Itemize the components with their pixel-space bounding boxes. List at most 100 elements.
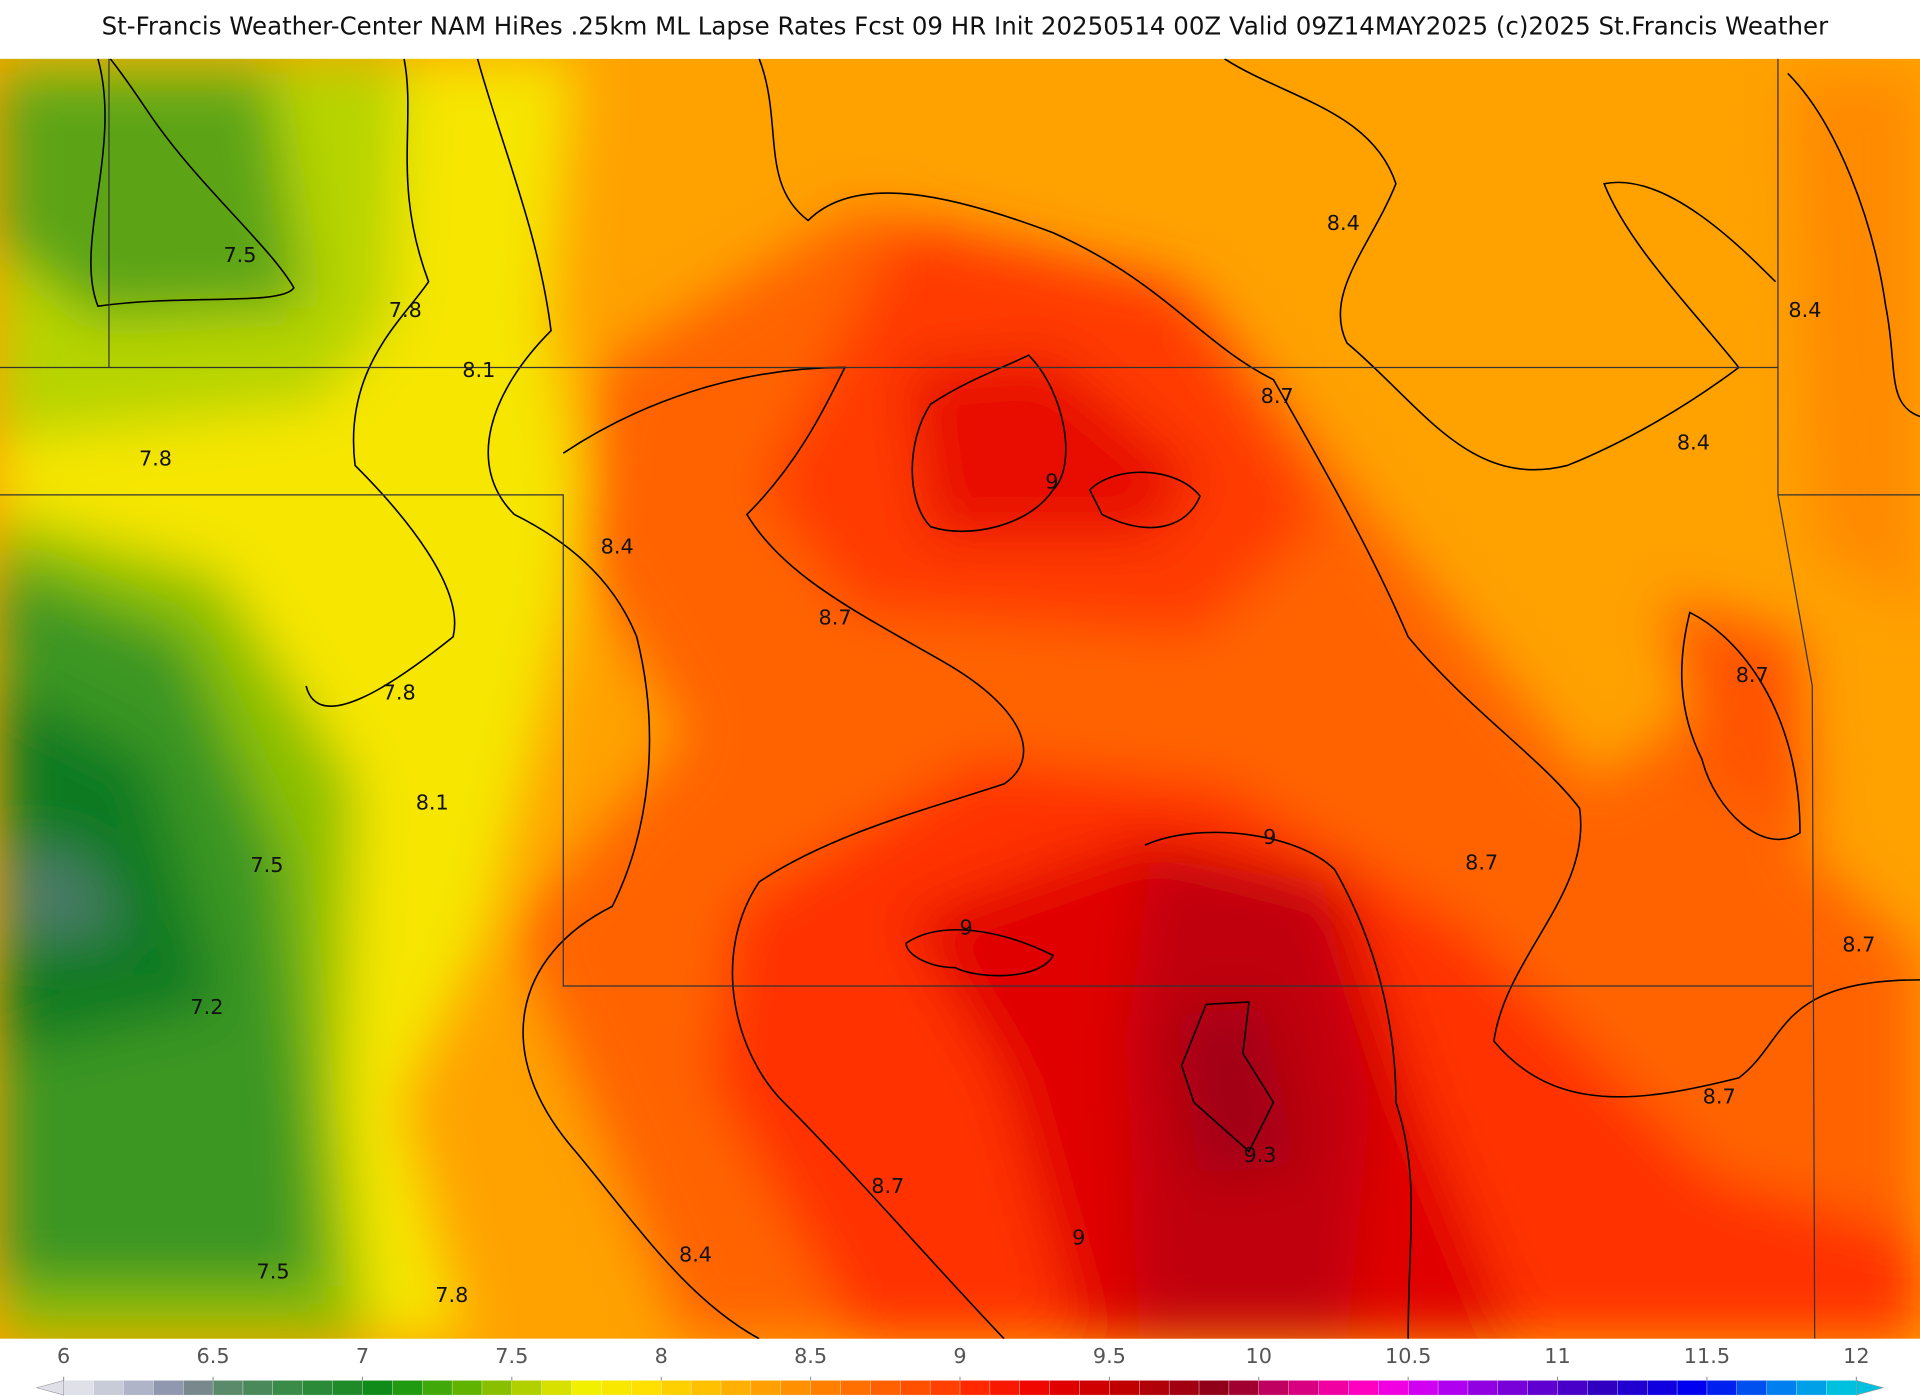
contour-label: 8.7 [819, 606, 852, 630]
colorbar-swatch [422, 1380, 453, 1396]
colorbar-swatch [601, 1380, 633, 1396]
colorbar-swatch [1288, 1380, 1320, 1396]
contour-label: 7.8 [435, 1283, 468, 1307]
colorbar-swatch [242, 1380, 274, 1396]
contour-label: 8.7 [1703, 1084, 1736, 1108]
contour-label: 8.7 [1465, 851, 1498, 875]
colorbar-arrow-right [1856, 1380, 1885, 1396]
colorbar-swatch [900, 1380, 931, 1396]
state-borders [0, 58, 1920, 1339]
colorbar-swatch [750, 1380, 782, 1396]
colorbar-swatch [1168, 1380, 1200, 1396]
colorbar-swatch [1109, 1380, 1141, 1396]
colorbar-tick-label: 7.5 [495, 1344, 528, 1368]
colorbar-swatch [1527, 1380, 1559, 1396]
colorbar-swatch [690, 1380, 722, 1396]
colorbar-tick-label: 11.5 [1684, 1344, 1730, 1368]
colorbar-tick-label: 9 [953, 1344, 966, 1368]
colorbar-swatch [1318, 1380, 1350, 1396]
colorbar-swatch [1407, 1380, 1439, 1396]
contour-label: 7.5 [223, 243, 256, 267]
contour-label: 7.8 [389, 298, 422, 322]
colorbar-swatch [1019, 1380, 1051, 1396]
colorbar-swatch [451, 1380, 483, 1396]
contour-label: 8.7 [1261, 384, 1294, 408]
contour-label: 9 [1263, 825, 1276, 849]
colorbar-swatch [362, 1380, 394, 1396]
contour-label: 9 [960, 915, 973, 939]
colorbar-swatch [661, 1380, 692, 1396]
contour-label: 7.5 [257, 1260, 290, 1284]
contour-label: 9.3 [1243, 1143, 1276, 1167]
colorbar-swatch [810, 1380, 842, 1396]
colorbar-swatch [1437, 1380, 1469, 1396]
colorbar-swatch [1139, 1380, 1170, 1396]
map-area: 7.5 7.8 8.1 7.8 8.4 8.7 9 8.7 8.4 8.4 8.4 7.8 8.1 7.5… [0, 58, 1920, 1339]
colorbar-swatch [302, 1380, 334, 1396]
colorbar-tick-label: 6.5 [197, 1344, 230, 1368]
contour-label: 8.7 [1842, 933, 1875, 957]
colorbar-swatch [1766, 1380, 1798, 1396]
colorbar-swatch [571, 1380, 603, 1396]
contour-label: 7.8 [383, 680, 416, 704]
colorbar-tick-label: 11 [1544, 1344, 1570, 1368]
colorbar-swatch [153, 1380, 184, 1396]
colorbar-swatch [1467, 1380, 1499, 1396]
contour-label: 8.7 [1736, 663, 1769, 687]
colorbar-arrow-left [35, 1380, 64, 1396]
colorbar-swatch [1378, 1380, 1409, 1396]
colorbar-swatch [272, 1380, 304, 1396]
colorbar-swatch [1557, 1380, 1589, 1396]
contour-label: 8.4 [1788, 298, 1821, 322]
colorbar-swatch [1497, 1380, 1529, 1396]
contour-label: 9 [1045, 470, 1058, 494]
colorbar-swatch [1258, 1380, 1290, 1396]
colorbar-swatch [959, 1380, 991, 1396]
contour-labels: 7.5 7.8 8.1 7.8 8.4 8.7 9 8.7 8.4 8.4 8.4 7.8 8.1 7.5… [139, 211, 1875, 1307]
contour-label: 7.8 [139, 446, 172, 470]
colorbar-swatch [631, 1380, 663, 1396]
colorbar-swatch [63, 1380, 95, 1396]
colorbar-swatch [1617, 1380, 1648, 1396]
colorbar-tick-label: 6 [57, 1344, 70, 1368]
colorbar-tick-label: 8.5 [794, 1344, 827, 1368]
colorbar-tick-label: 10 [1246, 1344, 1272, 1368]
colorbar-swatch [93, 1380, 125, 1396]
colorbar-swatch [1676, 1380, 1708, 1396]
colorbar-tick-label: 8 [655, 1344, 668, 1368]
contour-label: 8.4 [601, 535, 634, 559]
colorbar-swatch [1796, 1380, 1828, 1396]
colorbar-swatch [392, 1380, 423, 1396]
contour-label: 8.1 [416, 790, 449, 814]
colorbar-swatch [183, 1380, 214, 1396]
colorbar-tick-label: 10.5 [1385, 1344, 1431, 1368]
contour-label: 9 [1072, 1225, 1085, 1249]
colorbar-swatch [1706, 1380, 1738, 1396]
colorbar-swatch [481, 1380, 513, 1396]
colorbar-swatch [1348, 1380, 1380, 1396]
map-title: St-Francis Weather-Center NAM HiRes .25k… [102, 11, 1829, 40]
contour-label: 7.2 [190, 995, 223, 1019]
field-shading [0, 58, 1920, 1339]
colorbar-swatch [123, 1380, 155, 1396]
contour-label: 8.4 [1327, 211, 1360, 235]
colorbar-swatch [1826, 1380, 1858, 1396]
colorbar-swatch [989, 1380, 1021, 1396]
colorbar-swatch [1228, 1380, 1260, 1396]
contour-label: 8.1 [462, 358, 495, 382]
colorbar-tick-label: 12 [1843, 1344, 1869, 1368]
colorbar-swatch [929, 1380, 961, 1396]
colorbar-swatch [541, 1380, 573, 1396]
colorbar-swatch [870, 1380, 902, 1396]
colorbar-swatch [511, 1380, 543, 1396]
colorbar-swatch [1079, 1380, 1111, 1396]
colorbar-swatch [720, 1380, 752, 1396]
colorbar-swatch [1198, 1380, 1230, 1396]
colorbar: 6 6.5 7 7.5 8 8.5 9 9.5 10 10.5 11 11.5 12 [35, 1344, 1885, 1396]
colorbar-tick-label: 9.5 [1093, 1344, 1126, 1368]
contour-label: 8.4 [679, 1242, 712, 1266]
colorbar-swatch [1049, 1380, 1081, 1396]
colorbar-swatch [212, 1380, 244, 1396]
